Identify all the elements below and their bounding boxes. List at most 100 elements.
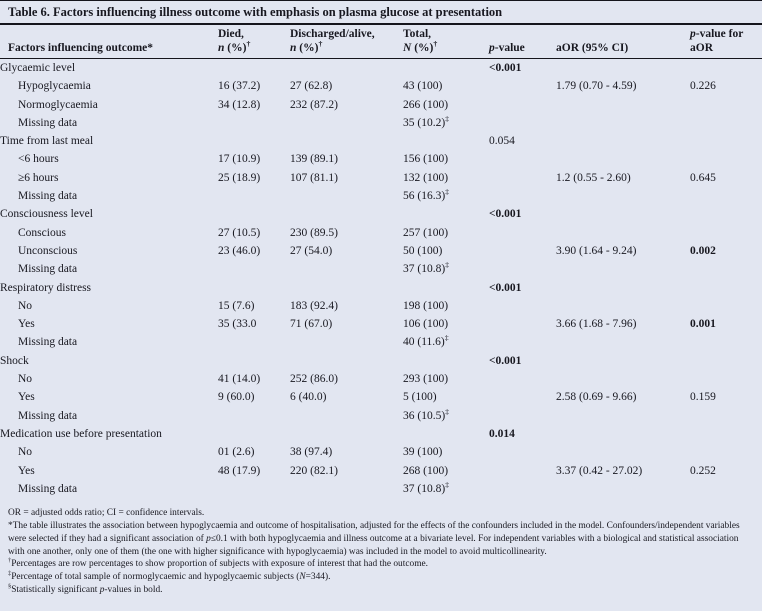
died-cell — [218, 333, 290, 351]
p-value-aor-cell — [690, 132, 762, 150]
p-value-cell: <0.001 — [489, 208, 522, 221]
died-cell — [218, 187, 290, 205]
discharged-cell: 220 (82.1) — [290, 464, 338, 477]
p-value-aor-cell — [690, 150, 762, 168]
table-row: Missing data 37 (10.8)‡ — [0, 260, 762, 278]
total-cell: 293 (100) — [403, 373, 449, 386]
factor-cell: Normoglycaemia — [18, 98, 98, 111]
table-row: Yes 9 (60.0) 6 (40.0) 5 (100) 2.58 (0.69 - 9… — [0, 388, 762, 406]
p-value-aor-cell — [690, 59, 762, 78]
p-value-cell — [489, 407, 556, 425]
discharged-cell: 232 (87.2) — [290, 98, 338, 111]
factor-cell: Conscious — [18, 226, 66, 239]
table-row: <6 hours 17 (10.9) 139 (89.1) 156 (100) — [0, 150, 762, 168]
total-cell: 37 (10.8)‡ — [403, 260, 450, 276]
p-value-aor-cell — [690, 279, 762, 297]
discharged-cell: 252 (86.0) — [290, 373, 338, 386]
discharged-cell — [290, 260, 403, 278]
total-cell: 37 (10.8)‡ — [403, 480, 450, 495]
column-header-label: Factors influencing outcome* — [0, 25, 218, 59]
factor-cell: Missing data — [18, 263, 78, 276]
footnotes: OR = adjusted odds ratio; CI = confidenc… — [0, 498, 762, 597]
aor-cell — [556, 205, 690, 223]
p-value-cell: 0.014 — [489, 427, 515, 440]
p-value-aor-cell — [690, 260, 762, 278]
p-value-cell: <0.001 — [489, 62, 522, 74]
p-value-cell — [489, 260, 556, 278]
discharged-cell — [290, 480, 403, 498]
died-cell: 41 (14.0) — [218, 373, 261, 386]
factor-cell: No — [18, 373, 33, 386]
p-value-cell: 0.054 — [489, 135, 515, 148]
table-row: Missing data 37 (10.8)‡ — [0, 480, 762, 498]
p-value-aor-cell — [690, 370, 762, 388]
p-value-aor-cell: 0.645 — [690, 171, 716, 184]
header-row: Factors influencing outcome* Died, n (%)† D… — [0, 25, 762, 59]
total-cell: 43 (100) — [403, 80, 443, 93]
total-cell: 50 (100) — [403, 244, 443, 257]
factor-cell: Respiratory distress — [0, 281, 92, 294]
table-row: Missing data 35 (10.2)‡ — [0, 114, 762, 132]
total-cell — [403, 279, 489, 297]
factors-table: Factors influencing outcome* Died, n (%)† D… — [0, 25, 762, 498]
p-value-cell — [489, 150, 556, 168]
p-value-cell — [489, 370, 556, 388]
table-row: No 15 (7.6) 183 (92.4) 198 (100) — [0, 297, 762, 315]
aor-cell — [556, 59, 690, 78]
aor-cell: 1.79 (0.70 - 4.59) — [556, 80, 637, 93]
aor-cell — [556, 150, 690, 168]
factor-cell: Consciousness level — [0, 208, 93, 221]
p-value-aor-cell — [690, 333, 762, 351]
table-row: Missing data 36 (10.5)‡ — [0, 407, 762, 425]
aor-cell — [556, 224, 690, 242]
p-value-aor-cell: 0.159 — [690, 391, 716, 404]
factor-cell: No — [18, 299, 33, 312]
died-cell: 25 (18.9) — [218, 171, 261, 184]
died-cell: 17 (10.9) — [218, 153, 261, 166]
died-cell — [218, 480, 290, 498]
discharged-cell — [290, 187, 403, 205]
section-row: Medication use before presentation 0.014 — [0, 425, 762, 443]
footnote-5: §Statistically significant p-values in b… — [8, 582, 163, 595]
died-cell: 15 (7.6) — [218, 299, 255, 312]
aor-cell — [556, 333, 690, 351]
died-cell: 23 (46.0) — [218, 244, 261, 257]
column-header-p_aor: p-value for aOR — [690, 25, 762, 59]
discharged-cell: 38 (97.4) — [290, 446, 333, 459]
died-cell: 27 (10.5) — [218, 226, 261, 239]
aor-cell — [556, 187, 690, 205]
died-cell — [218, 279, 290, 297]
factor-cell: Time from last meal — [0, 135, 94, 148]
total-cell: 268 (100) — [403, 464, 449, 477]
factor-cell: Missing data — [18, 190, 78, 203]
died-cell: 35 (33.0 — [218, 318, 257, 331]
total-cell: 5 (100) — [403, 391, 437, 404]
discharged-cell — [290, 333, 403, 351]
total-cell: 198 (100) — [403, 299, 449, 312]
footnote-3: †Percentages are row percentages to show… — [8, 557, 428, 570]
p-value-cell — [489, 388, 556, 406]
aor-cell — [556, 425, 690, 443]
p-value-cell — [489, 224, 556, 242]
discharged-cell: 183 (92.4) — [290, 299, 338, 312]
p-value-aor-cell: 0.252 — [690, 464, 716, 477]
p-value-aor-cell — [690, 443, 762, 461]
section-row: Respiratory distress <0.001 — [0, 279, 762, 297]
total-cell — [403, 425, 489, 443]
table-row: No 41 (14.0) 252 (86.0) 293 (100) — [0, 370, 762, 388]
factor-cell: Glycaemic level — [0, 62, 76, 74]
died-cell: 48 (17.9) — [218, 464, 261, 477]
p-value-aor-cell: 0.226 — [690, 80, 716, 93]
factor-cell: No — [18, 446, 33, 459]
aor-cell — [556, 443, 690, 461]
total-cell: 39 (100) — [403, 446, 443, 459]
total-cell: 156 (100) — [403, 153, 449, 166]
p-value-aor-cell — [690, 480, 762, 498]
total-cell: 56 (16.3)‡ — [403, 187, 450, 203]
p-value-cell — [489, 187, 556, 205]
total-cell — [403, 132, 489, 150]
aor-cell: 3.66 (1.68 - 7.96) — [556, 318, 637, 331]
column-header-aor: aOR (95% CI) — [556, 25, 690, 59]
table-row: Yes 35 (33.0 71 (67.0) 106 (100) 3.66 (1.68 … — [0, 315, 762, 333]
